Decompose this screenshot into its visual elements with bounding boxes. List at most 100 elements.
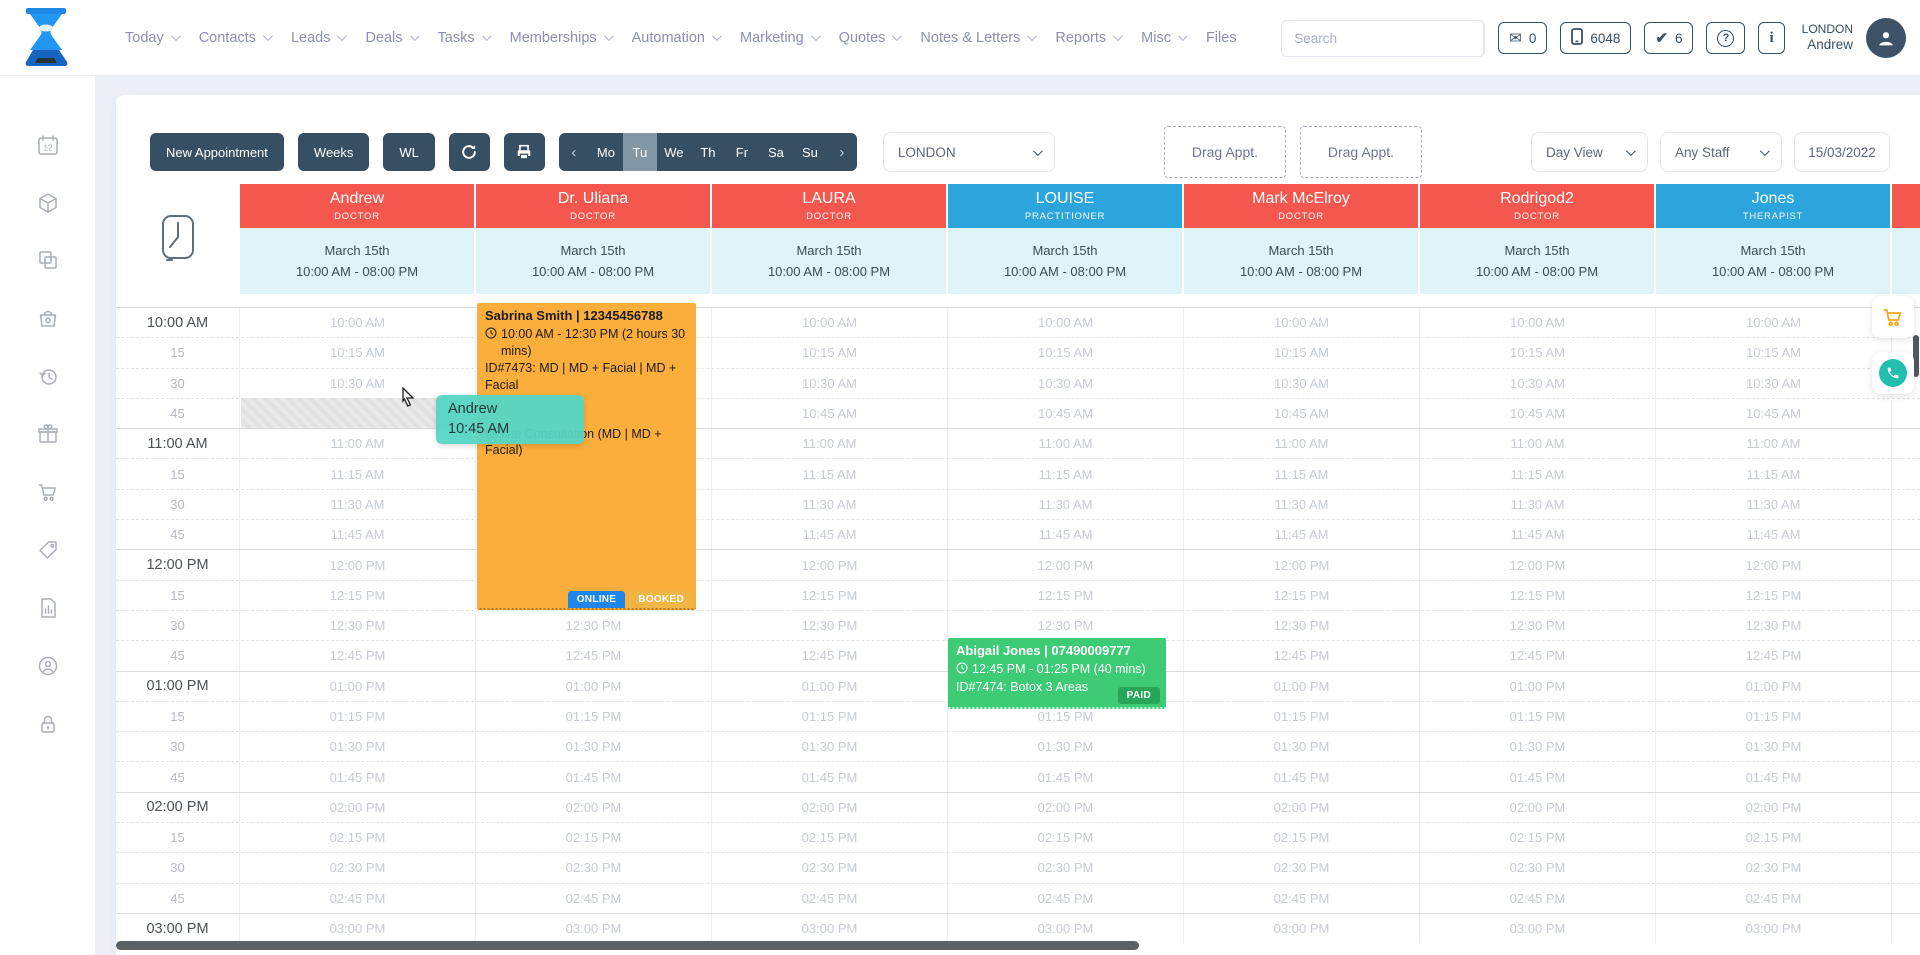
refresh-button[interactable] bbox=[448, 133, 490, 171]
mail-badge[interactable]: ✉ 0 bbox=[1498, 22, 1548, 54]
time-slot[interactable]: 02:45 PM bbox=[476, 883, 712, 913]
time-slot[interactable]: 01:30 PM bbox=[1184, 732, 1420, 762]
nav-item-files[interactable]: Files bbox=[1206, 30, 1237, 46]
tag-icon[interactable] bbox=[36, 538, 60, 562]
staff-select[interactable]: Any Staff bbox=[1660, 132, 1782, 172]
time-slot[interactable]: 02:45 PM bbox=[712, 883, 948, 913]
help-button[interactable]: ? bbox=[1706, 22, 1746, 54]
time-slot[interactable]: 12:45 PM bbox=[1420, 641, 1656, 671]
time-slot[interactable]: 02:00 PM bbox=[1184, 792, 1420, 823]
time-slot-partial[interactable] bbox=[1892, 490, 1920, 519]
time-slot[interactable]: 11:00 AM bbox=[712, 429, 948, 459]
time-slot[interactable]: 10:45 AM bbox=[1656, 398, 1892, 429]
time-slot[interactable]: 12:45 PM bbox=[1184, 641, 1420, 671]
time-slot[interactable]: 01:15 PM bbox=[1420, 701, 1656, 732]
time-slot[interactable]: 01:45 PM bbox=[1420, 762, 1656, 792]
time-slot[interactable]: 11:15 AM bbox=[712, 459, 948, 489]
time-slot[interactable]: 11:45 AM bbox=[712, 520, 948, 550]
drag-appt-slot-2[interactable]: Drag Appt. bbox=[1299, 126, 1422, 178]
time-slot-partial[interactable] bbox=[1892, 702, 1920, 731]
time-slot[interactable]: 03:00 PM bbox=[240, 913, 476, 944]
time-slot[interactable]: 02:15 PM bbox=[476, 823, 712, 853]
nav-item-contacts[interactable]: Contacts bbox=[199, 30, 273, 46]
time-slot[interactable]: 02:45 PM bbox=[1656, 883, 1892, 913]
time-slot[interactable]: 01:15 PM bbox=[948, 701, 1184, 732]
time-slot[interactable]: 11:15 AM bbox=[948, 459, 1184, 489]
time-slot[interactable]: 11:30 AM bbox=[1184, 489, 1420, 520]
time-slot[interactable]: 12:15 PM bbox=[1656, 580, 1892, 610]
time-slot[interactable]: 12:15 PM bbox=[948, 580, 1184, 610]
print-button[interactable] bbox=[503, 133, 545, 171]
time-slot-partial[interactable] bbox=[1892, 399, 1920, 428]
time-slot[interactable]: 01:00 PM bbox=[1420, 671, 1656, 701]
time-slot[interactable]: 10:30 AM bbox=[712, 368, 948, 398]
wl-button[interactable]: WL bbox=[383, 133, 435, 171]
day-button-th[interactable]: Th bbox=[700, 144, 716, 160]
time-slot[interactable]: 02:00 PM bbox=[1656, 792, 1892, 823]
time-slot[interactable]: 11:45 AM bbox=[1184, 520, 1420, 550]
time-slot-partial[interactable] bbox=[1892, 762, 1920, 791]
time-slot[interactable]: 01:15 PM bbox=[240, 701, 476, 732]
bag-icon[interactable] bbox=[36, 306, 60, 330]
time-slot[interactable]: 12:15 PM bbox=[1420, 580, 1656, 610]
time-slot[interactable]: 11:45 AM bbox=[240, 520, 476, 550]
time-slot[interactable]: 12:00 PM bbox=[712, 550, 948, 580]
time-slot[interactable]: 01:30 PM bbox=[1420, 732, 1656, 762]
time-slot[interactable]: 11:00 AM bbox=[1420, 429, 1656, 459]
nav-item-today[interactable]: Today bbox=[125, 30, 181, 46]
time-slot[interactable]: 12:45 PM bbox=[1656, 641, 1892, 671]
time-slot[interactable]: 03:00 PM bbox=[476, 913, 712, 944]
column-header-andrew[interactable]: Andrew DOCTOR bbox=[240, 184, 476, 228]
time-slot[interactable]: 01:30 PM bbox=[1656, 732, 1892, 762]
time-slot[interactable]: 10:15 AM bbox=[240, 338, 476, 368]
time-slot[interactable]: 02:15 PM bbox=[1184, 823, 1420, 853]
floating-cart-button[interactable] bbox=[1872, 296, 1914, 338]
search-input[interactable] bbox=[1282, 30, 1484, 46]
time-slot[interactable]: 11:00 AM bbox=[1656, 429, 1892, 459]
time-slot[interactable]: 10:30 AM bbox=[240, 368, 476, 398]
avatar[interactable] bbox=[1866, 18, 1906, 58]
appointment-abigail[interactable]: Abigail Jones | 07490009777 12:45 PM - 0… bbox=[948, 638, 1166, 709]
time-slot[interactable]: 12:30 PM bbox=[240, 610, 476, 641]
time-slot[interactable]: 12:30 PM bbox=[712, 610, 948, 641]
day-button-sa[interactable]: Sa bbox=[767, 144, 784, 160]
time-slot-partial[interactable] bbox=[1892, 459, 1920, 488]
time-slot[interactable]: 02:00 PM bbox=[948, 792, 1184, 823]
time-slot[interactable]: 01:30 PM bbox=[948, 732, 1184, 762]
package-icon[interactable] bbox=[36, 191, 60, 215]
time-slot[interactable]: 10:30 AM bbox=[948, 368, 1184, 398]
prev-day-button[interactable]: ‹ bbox=[571, 143, 577, 161]
app-logo-icon[interactable] bbox=[20, 6, 72, 68]
vertical-scrollbar[interactable] bbox=[1913, 335, 1919, 377]
time-slot[interactable]: 03:00 PM bbox=[1184, 913, 1420, 944]
time-slot[interactable]: 02:15 PM bbox=[712, 823, 948, 853]
column-header-jones[interactable]: Jones THERAPIST bbox=[1656, 184, 1892, 228]
time-slot[interactable]: 10:30 AM bbox=[1420, 368, 1656, 398]
report-icon[interactable] bbox=[36, 596, 60, 620]
time-slot[interactable]: 12:45 PM bbox=[712, 641, 948, 671]
nav-item-automation[interactable]: Automation bbox=[632, 30, 722, 46]
time-slot[interactable]: 01:15 PM bbox=[476, 701, 712, 732]
account-sync-icon[interactable] bbox=[36, 654, 60, 678]
time-slot[interactable]: 02:00 PM bbox=[712, 792, 948, 823]
time-slot[interactable]: 01:45 PM bbox=[948, 762, 1184, 792]
time-slot[interactable]: 11:15 AM bbox=[1656, 459, 1892, 489]
day-button-mo[interactable]: Mo bbox=[596, 144, 615, 160]
time-slot[interactable]: 01:30 PM bbox=[240, 732, 476, 762]
time-slot[interactable]: 11:00 AM bbox=[948, 429, 1184, 459]
time-slot[interactable]: 10:00 AM bbox=[240, 308, 476, 338]
time-slot[interactable]: 03:00 PM bbox=[1656, 913, 1892, 944]
time-slot[interactable]: 02:45 PM bbox=[1184, 883, 1420, 913]
time-slot[interactable]: 01:15 PM bbox=[1184, 701, 1420, 732]
time-slot[interactable]: 12:15 PM bbox=[712, 580, 948, 610]
time-slot[interactable]: 01:45 PM bbox=[712, 762, 948, 792]
day-button-fr[interactable]: Fr bbox=[735, 144, 749, 160]
time-slot[interactable]: 10:45 AM bbox=[1420, 398, 1656, 429]
day-button-su[interactable]: Su bbox=[801, 144, 818, 160]
time-slot[interactable]: 10:45 AM bbox=[712, 398, 948, 429]
time-slot-partial[interactable] bbox=[1892, 611, 1920, 640]
time-slot[interactable]: 10:15 AM bbox=[1420, 338, 1656, 368]
time-slot-partial[interactable] bbox=[1892, 853, 1920, 882]
time-slot[interactable]: 10:00 AM bbox=[712, 308, 948, 338]
view-select[interactable]: Day View bbox=[1531, 132, 1648, 172]
